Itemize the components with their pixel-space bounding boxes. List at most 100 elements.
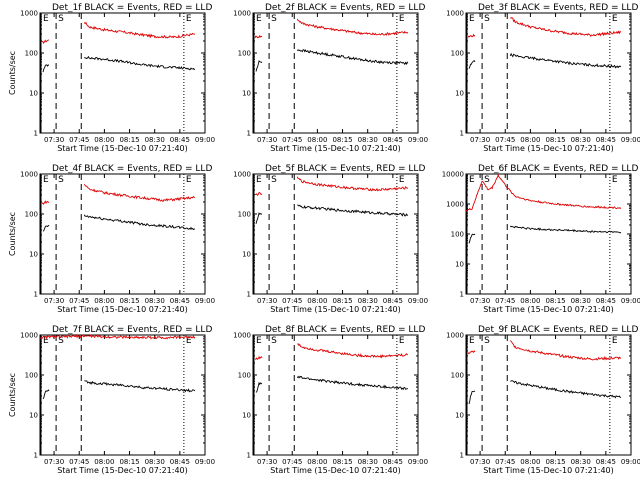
detector-panel: Det_6f BLACK = Events, RED = LLD 1 10 100 10… — [442, 164, 640, 314]
time-marker-label: E — [186, 336, 192, 346]
lld-rate-line — [296, 176, 409, 192]
y-tick-label: 1000 — [233, 332, 251, 340]
time-marker-label: S — [271, 14, 277, 24]
x-tick-label: 08:15 — [119, 136, 139, 144]
x-tick-label: 07:30 — [257, 136, 277, 144]
lld-rate-line — [467, 33, 476, 38]
x-tick-label: 08:45 — [170, 297, 190, 305]
detector-panel: Det_5f BLACK = Events, RED = LLD 1 10 100 10… — [233, 164, 428, 314]
y-tick-label: 10 — [455, 261, 464, 269]
x-tick-label: 08:00 — [94, 136, 114, 144]
detector-panel: Det_1f BLACK = Events, RED = LLD 1 10 100 10… — [8, 3, 215, 153]
plot-frame — [252, 173, 419, 295]
y-tick-label: 100 — [238, 372, 251, 380]
y-tick-label: 10 — [29, 251, 38, 259]
x-tick-label: 09:00 — [621, 458, 640, 466]
y-tick-label: 10 — [242, 251, 251, 259]
x-tick-label: 08:45 — [383, 297, 403, 305]
x-tick-label: 08:00 — [94, 458, 114, 466]
event-rate-line — [509, 225, 622, 234]
x-axis-label: Start Time (15-Dec-10 07:21:40) — [483, 466, 614, 475]
lld-rate-line — [39, 334, 196, 340]
y-tick-label: 100 — [451, 372, 464, 380]
y-tick-label: 1 — [247, 130, 251, 138]
y-tick-label: 1000 — [20, 10, 38, 18]
time-marker-label: S — [271, 336, 277, 346]
x-tick-label: 07:45 — [282, 136, 302, 144]
event-rate-line — [255, 381, 263, 393]
time-marker-label: E — [399, 336, 405, 346]
detector-panel: Det_4f BLACK = Events, RED = LLD 1 10 100 10… — [8, 164, 215, 314]
y-tick-label: 1 — [34, 130, 38, 138]
y-tick-label: 1000 — [446, 10, 464, 18]
time-marker-label: E — [43, 14, 49, 24]
time-marker-label: S — [58, 336, 64, 346]
lld-rate-line — [465, 173, 622, 212]
x-tick-label: 09:00 — [621, 136, 640, 144]
y-axis-label: Counts/sec — [8, 51, 17, 95]
x-tick-label: 08:00 — [307, 136, 327, 144]
event-rate-line — [297, 204, 409, 217]
panel-title: Det_1f BLACK = Events, RED = LLD — [52, 3, 212, 13]
lld-rate-line — [83, 21, 196, 39]
panel-title: Det_9f BLACK = Events, RED = LLD — [478, 325, 638, 335]
x-tick-label: 09:00 — [408, 458, 428, 466]
x-tick-label: 08:15 — [119, 297, 139, 305]
y-tick-label: 100 — [238, 211, 251, 219]
y-tick-label: 10 — [242, 90, 251, 98]
plot-frame — [39, 12, 206, 134]
time-marker-label: S — [484, 336, 490, 346]
plot-frame — [465, 334, 632, 456]
y-tick-label: 10 — [242, 412, 251, 420]
event-rate-line — [468, 390, 476, 405]
y-tick-label: 1 — [34, 452, 38, 460]
x-tick-label: 09:00 — [195, 297, 215, 305]
time-marker-label: S — [484, 14, 490, 24]
x-tick-label: 08:30 — [358, 458, 378, 466]
y-tick-label: 1 — [34, 291, 38, 299]
detector-panel: Det_9f BLACK = Events, RED = LLD 1 10 100 10… — [446, 325, 640, 475]
x-tick-label: 07:45 — [69, 458, 89, 466]
time-marker-label: E — [43, 336, 49, 346]
lld-rate-line — [83, 183, 196, 202]
detector-panel: Det_8f BLACK = Events, RED = LLD 1 10 100 10… — [233, 325, 428, 475]
y-tick-label: 1000 — [20, 171, 38, 179]
x-tick-label: 08:00 — [307, 297, 327, 305]
x-tick-label: 07:30 — [44, 136, 64, 144]
x-tick-label: 08:15 — [332, 136, 352, 144]
x-tick-label: 08:30 — [571, 136, 591, 144]
x-axis-label: Start Time (15-Dec-10 07:21:40) — [483, 305, 614, 314]
time-marker-label: E — [612, 14, 618, 24]
plot-frame — [252, 12, 419, 134]
x-tick-label: 08:15 — [545, 458, 565, 466]
x-tick-label: 08:30 — [358, 136, 378, 144]
y-tick-label: 1 — [247, 291, 251, 299]
x-tick-label: 08:45 — [596, 136, 616, 144]
x-tick-label: 09:00 — [195, 458, 215, 466]
x-tick-label: 08:15 — [545, 297, 565, 305]
y-tick-label: 100 — [238, 50, 251, 58]
y-tick-label: 1000 — [20, 332, 38, 340]
x-tick-label: 08:45 — [383, 136, 403, 144]
time-marker-label: E — [469, 175, 475, 185]
event-rate-line — [510, 380, 622, 399]
y-tick-label: 10 — [29, 90, 38, 98]
plot-frame — [465, 12, 632, 134]
x-tick-label: 08:45 — [596, 458, 616, 466]
lld-rate-line — [254, 192, 263, 196]
lld-rate-line — [297, 343, 408, 359]
time-marker-label: E — [186, 175, 192, 185]
y-tick-label: 1000 — [446, 332, 464, 340]
x-tick-label: 08:45 — [596, 297, 616, 305]
x-tick-label: 08:30 — [358, 297, 378, 305]
event-rate-line — [42, 64, 50, 73]
x-tick-label: 07:30 — [470, 458, 490, 466]
y-tick-label: 100 — [451, 50, 464, 58]
x-tick-label: 08:30 — [145, 458, 165, 466]
x-tick-label: 08:15 — [332, 297, 352, 305]
lld-rate-line — [509, 340, 622, 361]
y-tick-label: 1000 — [233, 171, 251, 179]
panel-title: Det_8f BLACK = Events, RED = LLD — [265, 325, 425, 335]
event-rate-line — [84, 55, 196, 71]
